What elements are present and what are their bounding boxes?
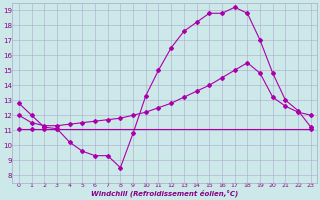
X-axis label: Windchill (Refroidissement éolien,°C): Windchill (Refroidissement éolien,°C): [91, 190, 238, 197]
